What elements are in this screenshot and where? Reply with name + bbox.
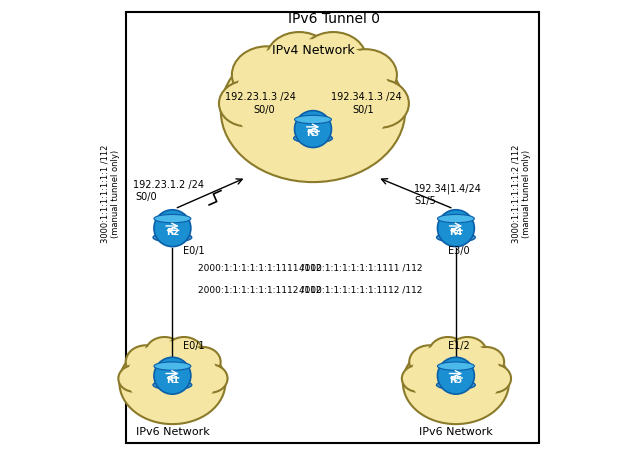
Text: 2000:1:1:1:1:1:1:1112 /112: 2000:1:1:1:1:1:1:1112 /112	[198, 286, 321, 295]
Ellipse shape	[145, 337, 183, 368]
Text: S0/0: S0/0	[254, 105, 275, 115]
Circle shape	[438, 210, 475, 247]
Ellipse shape	[126, 345, 166, 378]
Ellipse shape	[438, 214, 475, 223]
Ellipse shape	[165, 337, 203, 368]
Ellipse shape	[448, 337, 486, 368]
Ellipse shape	[193, 364, 227, 393]
Bar	[126, 12, 539, 443]
Text: R5: R5	[449, 376, 463, 385]
Ellipse shape	[185, 347, 220, 377]
Text: IPv6 Network: IPv6 Network	[419, 427, 493, 437]
Ellipse shape	[477, 364, 511, 393]
Ellipse shape	[154, 362, 191, 370]
Text: R3: R3	[307, 129, 319, 138]
Text: R4: R4	[449, 228, 463, 237]
Ellipse shape	[295, 115, 331, 124]
Text: 192.34.1.3 /24: 192.34.1.3 /24	[331, 92, 401, 102]
Text: IPv4 Network: IPv4 Network	[272, 44, 354, 57]
Text: S1/5: S1/5	[414, 196, 436, 207]
Text: 192.34|1.4/24: 192.34|1.4/24	[414, 184, 482, 194]
Text: E0/1: E0/1	[183, 246, 205, 256]
Text: 192.23.1.3 /24: 192.23.1.3 /24	[225, 92, 295, 102]
Ellipse shape	[403, 341, 509, 424]
Ellipse shape	[409, 345, 449, 378]
Ellipse shape	[118, 365, 150, 392]
Ellipse shape	[127, 341, 217, 412]
Ellipse shape	[411, 341, 501, 412]
Ellipse shape	[438, 362, 475, 370]
Ellipse shape	[266, 32, 332, 86]
Text: 2000:1:1:1:1:1:1:1111 /112: 2000:1:1:1:1:1:1:1111 /112	[198, 264, 321, 273]
Ellipse shape	[153, 380, 192, 390]
Text: E0/1: E0/1	[183, 341, 205, 351]
Text: 192.23.1.2 /24: 192.23.1.2 /24	[133, 180, 204, 190]
Ellipse shape	[468, 347, 504, 377]
Text: E3/0: E3/0	[448, 246, 470, 256]
Ellipse shape	[232, 47, 302, 104]
Text: IPv6 Network: IPv6 Network	[135, 427, 209, 437]
Ellipse shape	[153, 233, 192, 242]
Circle shape	[154, 210, 191, 247]
Ellipse shape	[436, 380, 475, 390]
Ellipse shape	[219, 81, 274, 126]
Ellipse shape	[235, 39, 391, 161]
Ellipse shape	[300, 32, 366, 86]
Text: 4000:1:1:1:1:1:1:1111 /112: 4000:1:1:1:1:1:1:1111 /112	[299, 264, 423, 273]
Ellipse shape	[154, 214, 191, 223]
Text: S0/1: S0/1	[352, 105, 374, 115]
Circle shape	[154, 357, 191, 394]
Ellipse shape	[334, 49, 397, 100]
Ellipse shape	[429, 337, 467, 368]
Text: 3000:1:1:1:1:1:1:2 /112
(manual tunnel only): 3000:1:1:1:1:1:1:2 /112 (manual tunnel o…	[511, 144, 531, 243]
Ellipse shape	[402, 365, 434, 392]
Text: R2: R2	[166, 228, 179, 237]
Text: 3000:1:1:1:1:1:1:1 /112
(manual tunnel only): 3000:1:1:1:1:1:1:1 /112 (manual tunnel o…	[100, 144, 120, 243]
Ellipse shape	[350, 79, 409, 128]
Circle shape	[438, 357, 475, 394]
Ellipse shape	[120, 341, 225, 424]
Ellipse shape	[221, 39, 405, 182]
Ellipse shape	[294, 134, 332, 143]
Text: IPv6 Tunnel 0: IPv6 Tunnel 0	[288, 12, 380, 25]
Text: S0/0: S0/0	[135, 192, 157, 202]
Ellipse shape	[436, 233, 475, 242]
Text: 4000:1:1:1:1:1:1:1112 /112: 4000:1:1:1:1:1:1:1112 /112	[299, 286, 423, 295]
Circle shape	[295, 111, 331, 148]
Text: E1/2: E1/2	[448, 341, 470, 351]
Text: R1: R1	[166, 376, 179, 385]
